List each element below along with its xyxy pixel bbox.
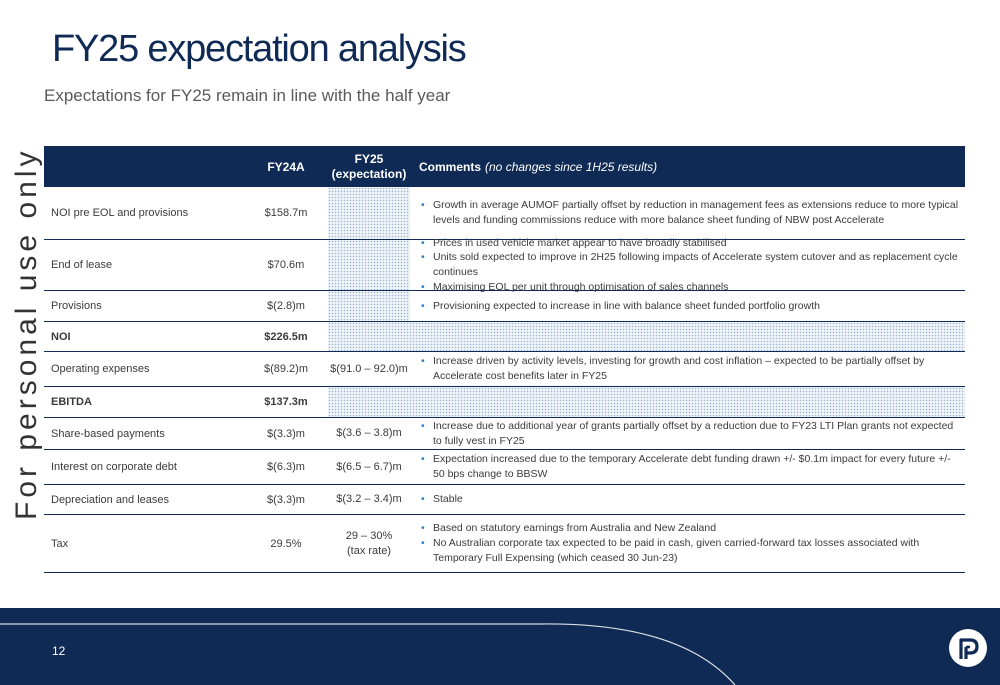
comment-bullet: Increase driven by activity levels, inve… [419, 354, 961, 383]
footer-band: 12 [0, 608, 1000, 685]
row-label: Interest on corporate debt [51, 461, 177, 473]
header-fy25-line2: (expectation) [331, 166, 407, 181]
row-label: End of lease [51, 259, 113, 271]
row-fy24a: $(3.3)m [267, 493, 305, 506]
row-fy24a: $(3.3)m [267, 427, 305, 440]
page-title: FY25 expectation analysis [52, 28, 467, 70]
table-row: Provisions $(2.8)m Provisioning expected… [44, 291, 965, 322]
row-fy24a: $(2.8)m [267, 300, 305, 312]
row-fy25: 29 – 30% (tax rate) [328, 515, 410, 572]
row-comments: Based on statutory earnings from Austral… [419, 515, 961, 572]
row-fy25: $(3.6 – 3.8)m [336, 427, 402, 440]
row-label: EBITDA [51, 396, 92, 408]
header-fy25: FY25 (expectation) [328, 146, 410, 187]
row-comments: Stable [419, 485, 961, 514]
row-label: Provisions [51, 300, 102, 312]
row-label: NOI [51, 330, 71, 343]
expectation-table: FY24A FY25 (expectation) Comments (no ch… [44, 146, 965, 573]
table-row: Tax 29.5% 29 – 30% (tax rate) Based on s… [44, 515, 965, 573]
row-comments: Provisioning expected to increase in lin… [419, 291, 961, 321]
row-fy25-shaded [328, 187, 410, 239]
comment-bullet: Increase due to additional year of grant… [419, 419, 961, 448]
row-fy24a: $70.6m [267, 259, 305, 271]
row-fy25: $(6.5 – 6.7)m [336, 460, 402, 473]
row-shaded-band [328, 322, 965, 351]
table-row-total: EBITDA $137.3m [44, 387, 965, 418]
row-comments: Prices in used vehicle market appear to … [419, 236, 961, 294]
row-label: Depreciation and leases [51, 493, 170, 506]
row-label: Operating expenses [51, 363, 150, 375]
row-fy24a: $(89.2)m [263, 363, 309, 375]
header-comments-italic: (no changes since 1H25 results) [485, 159, 658, 174]
comment-bullet: Growth in average AUMOF partially offset… [419, 198, 961, 227]
table-row: Share-based payments $(3.3)m $(3.6 – 3.8… [44, 418, 965, 450]
comment-bullet: No Australian corporate tax expected to … [419, 536, 961, 565]
header-comments-bold: Comments [419, 159, 482, 174]
table-row-total: NOI $226.5m [44, 322, 965, 352]
p-logo-icon [949, 629, 987, 667]
comment-bullet: Maximising EOL per unit through optimisa… [419, 280, 961, 295]
row-fy24a: $226.5m [264, 330, 308, 343]
row-fy25: $(3.2 – 3.4)m [336, 493, 402, 506]
table-row: Operating expenses $(89.2)m $(91.0 – 92.… [44, 352, 965, 387]
p-logo-glyph [959, 638, 979, 659]
comment-bullet: Stable [419, 492, 961, 507]
row-shaded-band [328, 387, 965, 417]
table-row: Interest on corporate debt $(6.3)m $(6.5… [44, 450, 965, 485]
row-comments: Increase driven by activity levels, inve… [419, 352, 961, 386]
row-fy25: $(91.0 – 92.0)m [330, 362, 408, 375]
footer-curve [0, 623, 736, 685]
row-fy24a: $158.7m [264, 207, 308, 219]
row-comments: Increase due to additional year of grant… [419, 418, 961, 449]
comment-bullet: Units sold expected to improve in 2H25 f… [419, 250, 961, 279]
page-number: 12 [52, 644, 66, 658]
row-label: NOI pre EOL and provisions [51, 207, 189, 219]
row-fy25-shaded [328, 240, 410, 290]
row-fy24a: $137.3m [264, 396, 308, 408]
row-comments: Growth in average AUMOF partially offset… [419, 187, 961, 239]
row-fy25-line2: (tax rate) [346, 544, 391, 557]
row-fy24a: $(6.3)m [267, 461, 305, 473]
header-fy24a: FY24A [267, 159, 305, 174]
table-row: End of lease $70.6m Prices in used vehic… [44, 236, 965, 294]
row-label: Tax [51, 537, 69, 550]
table-row: Depreciation and leases $(3.3)m $(3.2 – … [44, 485, 965, 515]
table-header: FY24A FY25 (expectation) Comments (no ch… [44, 146, 965, 187]
row-fy25-shaded [328, 291, 410, 321]
comment-bullet: Prices in used vehicle market appear to … [419, 236, 961, 251]
header-fy25-line1: FY25 [354, 151, 384, 166]
comment-bullet: Expectation increased due to the tempora… [419, 452, 961, 481]
table-row: NOI pre EOL and provisions $158.7m Growt… [44, 187, 965, 240]
row-fy24a: 29.5% [270, 537, 302, 550]
comment-bullet: Provisioning expected to increase in lin… [419, 299, 961, 314]
row-fy25-line1: 29 – 30% [345, 529, 393, 542]
page-subtitle: Expectations for FY25 remain in line wit… [44, 86, 451, 105]
row-comments: Expectation increased due to the tempora… [419, 450, 961, 484]
row-label: Share-based payments [51, 427, 165, 440]
comment-bullet: Based on statutory earnings from Austral… [419, 521, 961, 536]
header-comments: Comments (no changes since 1H25 results) [419, 146, 657, 187]
